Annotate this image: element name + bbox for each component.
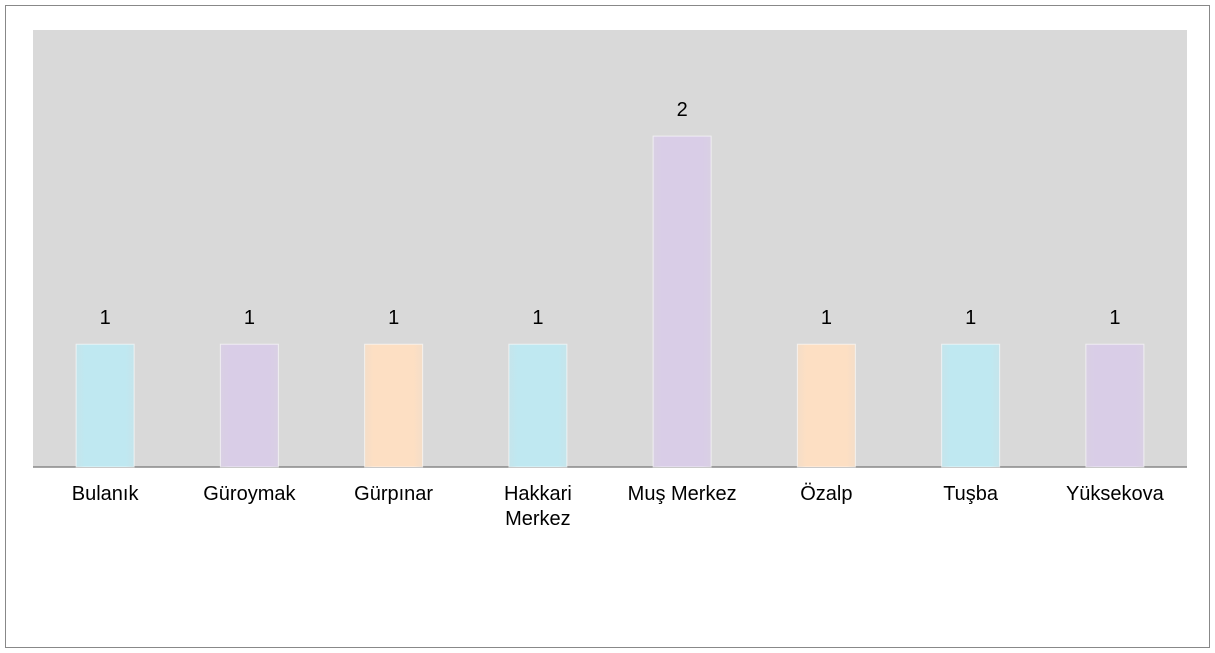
- data-label: 1: [821, 307, 832, 329]
- bar: [796, 343, 856, 468]
- bar: [1085, 343, 1145, 468]
- x-tick-label: Muş Merkez: [627, 483, 737, 505]
- x-tick-label: Tuşba: [943, 483, 999, 505]
- x-tick-label: Özalp: [800, 483, 853, 505]
- x-tick-label: Gürpınar: [354, 483, 434, 505]
- data-label: 1: [388, 307, 399, 329]
- bar: [219, 343, 279, 468]
- plot-area: [33, 30, 1187, 467]
- x-tick-label: Güroymak: [203, 483, 296, 505]
- data-label: 1: [965, 307, 976, 329]
- data-label: 2: [677, 99, 688, 121]
- bar: [652, 135, 712, 468]
- x-tick-label: Hakkari Merkez: [503, 483, 572, 530]
- x-tick-label: Yüksekova: [1065, 483, 1164, 505]
- data-label: 1: [100, 307, 111, 329]
- bar: [508, 343, 568, 468]
- data-label: 1: [532, 307, 543, 329]
- data-label: 1: [244, 307, 255, 329]
- bar: [941, 343, 1001, 468]
- bar: [75, 343, 135, 468]
- bar: [364, 343, 424, 468]
- data-label: 1: [1109, 307, 1120, 329]
- x-tick-label: Bulanık: [71, 483, 139, 505]
